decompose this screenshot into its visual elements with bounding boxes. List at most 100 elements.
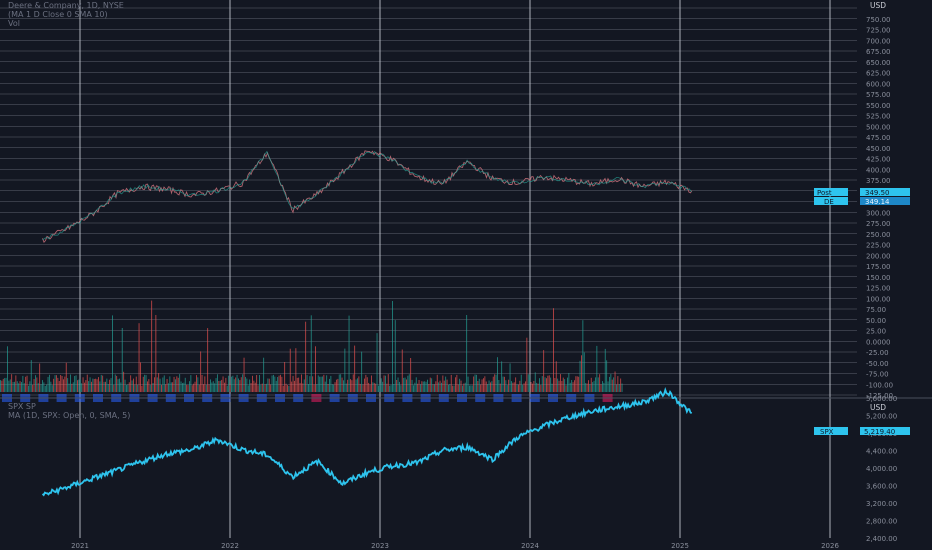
- volume-bar: [474, 374, 476, 392]
- volume-bar: [148, 379, 150, 392]
- volume-bar: [544, 377, 546, 392]
- volume-bar: [359, 383, 361, 392]
- volume-bar: [29, 381, 31, 392]
- volume-bar: [273, 374, 274, 392]
- volume-bar: [338, 374, 340, 392]
- volume-bar: [257, 385, 259, 392]
- volume-bar: [282, 385, 284, 392]
- volume-bar: [263, 357, 265, 392]
- volume-bar: [310, 315, 312, 392]
- volume-bar: [159, 378, 161, 392]
- volume-bar: [361, 351, 363, 392]
- volume-bar: [16, 381, 18, 392]
- spx-value: 5,219.40: [864, 428, 895, 436]
- volume-bar: [477, 381, 479, 392]
- volume-bar: [495, 374, 497, 392]
- volume-bar: [613, 377, 615, 392]
- volume-bar: [186, 384, 188, 392]
- spx-series-line: [41, 387, 693, 497]
- volume-bar: [88, 381, 90, 392]
- volume-bar: [179, 374, 181, 392]
- volume-bar: [331, 384, 333, 392]
- volume-bar: [345, 383, 347, 392]
- volume-bar: [36, 377, 38, 392]
- volume-bar: [329, 378, 330, 392]
- volume-bar: [182, 383, 183, 392]
- volume-bar: [385, 375, 386, 392]
- volume-bar: [221, 379, 223, 392]
- volume-bar: [68, 383, 70, 392]
- volume-bar: [464, 382, 466, 392]
- volume-bar: [561, 381, 563, 392]
- volume-bar: [618, 384, 620, 392]
- volume-bar: [176, 376, 178, 392]
- volume-bar: [50, 381, 52, 392]
- volume-bar: [161, 384, 162, 392]
- volume-bar: [441, 382, 442, 392]
- volume-bar: [109, 379, 111, 392]
- volume-bar: [169, 376, 171, 392]
- volume-bar: [553, 308, 554, 392]
- volume-bar: [554, 378, 556, 392]
- volume-bar: [214, 383, 216, 392]
- volume-bar: [386, 383, 388, 392]
- volume-bar: [238, 378, 239, 392]
- volume-bar: [452, 385, 454, 392]
- volume-bar: [40, 384, 42, 392]
- volume-bar: [420, 384, 421, 392]
- volume-bar: [324, 381, 326, 392]
- volume-bar: [7, 346, 8, 392]
- volume-bar: [508, 379, 510, 392]
- volume-bar: [593, 380, 595, 392]
- volume-bar: [190, 375, 192, 392]
- time-axis-label: 2025: [671, 542, 689, 550]
- price-tick-label: 225.00: [866, 242, 891, 250]
- volume-bar: [137, 384, 139, 392]
- volume-bar: [295, 348, 297, 392]
- symbol-title: Deere & Company, 1D, NYSE: [8, 1, 124, 10]
- volume-layer: [0, 300, 623, 393]
- close-value: 349.14: [865, 198, 890, 206]
- volume-bar: [418, 380, 420, 392]
- volume-bar: [299, 382, 301, 392]
- indicator-legend: (MA 1 D Close 0 SMA 10): [8, 10, 108, 19]
- volume-bar: [21, 382, 22, 392]
- volume-bar: [596, 345, 598, 392]
- volume-bar: [592, 382, 594, 392]
- volume-bar: [126, 385, 127, 392]
- volume-bar: [252, 375, 253, 392]
- volume-bar: [25, 376, 27, 392]
- volume-bar: [533, 381, 535, 392]
- volume-bar: [515, 377, 517, 392]
- volume-bar: [198, 384, 200, 392]
- volume-bar: [459, 378, 461, 392]
- volume-bar: [42, 380, 43, 392]
- volume-bar: [599, 374, 601, 392]
- volume-bar: [289, 348, 291, 392]
- volume-bar: [470, 385, 472, 392]
- volume-bar: [498, 380, 500, 392]
- volume-bar: [541, 376, 543, 392]
- volume-bar: [173, 376, 175, 392]
- volume-bar: [383, 375, 385, 392]
- volume-bar: [131, 380, 133, 392]
- volume-bar: [434, 384, 435, 392]
- volume-bar: [11, 374, 13, 392]
- volume-bar: [417, 383, 419, 392]
- volume-bar: [450, 374, 452, 392]
- volume-bar: [2, 378, 4, 392]
- volume-bar: [485, 381, 487, 392]
- price-series-line-alt: [42, 150, 692, 241]
- price-tick-label: 425.00: [866, 156, 891, 164]
- volume-bar: [308, 384, 309, 392]
- volume-bar: [226, 385, 228, 392]
- volume-bar: [127, 384, 129, 392]
- volume-bar: [291, 381, 293, 392]
- volume-bar: [501, 361, 503, 392]
- volume-bar: [8, 380, 10, 392]
- volume-bar: [121, 328, 123, 392]
- volume-bar: [414, 382, 416, 392]
- volume-bar: [193, 383, 195, 392]
- volume-bar: [530, 382, 532, 392]
